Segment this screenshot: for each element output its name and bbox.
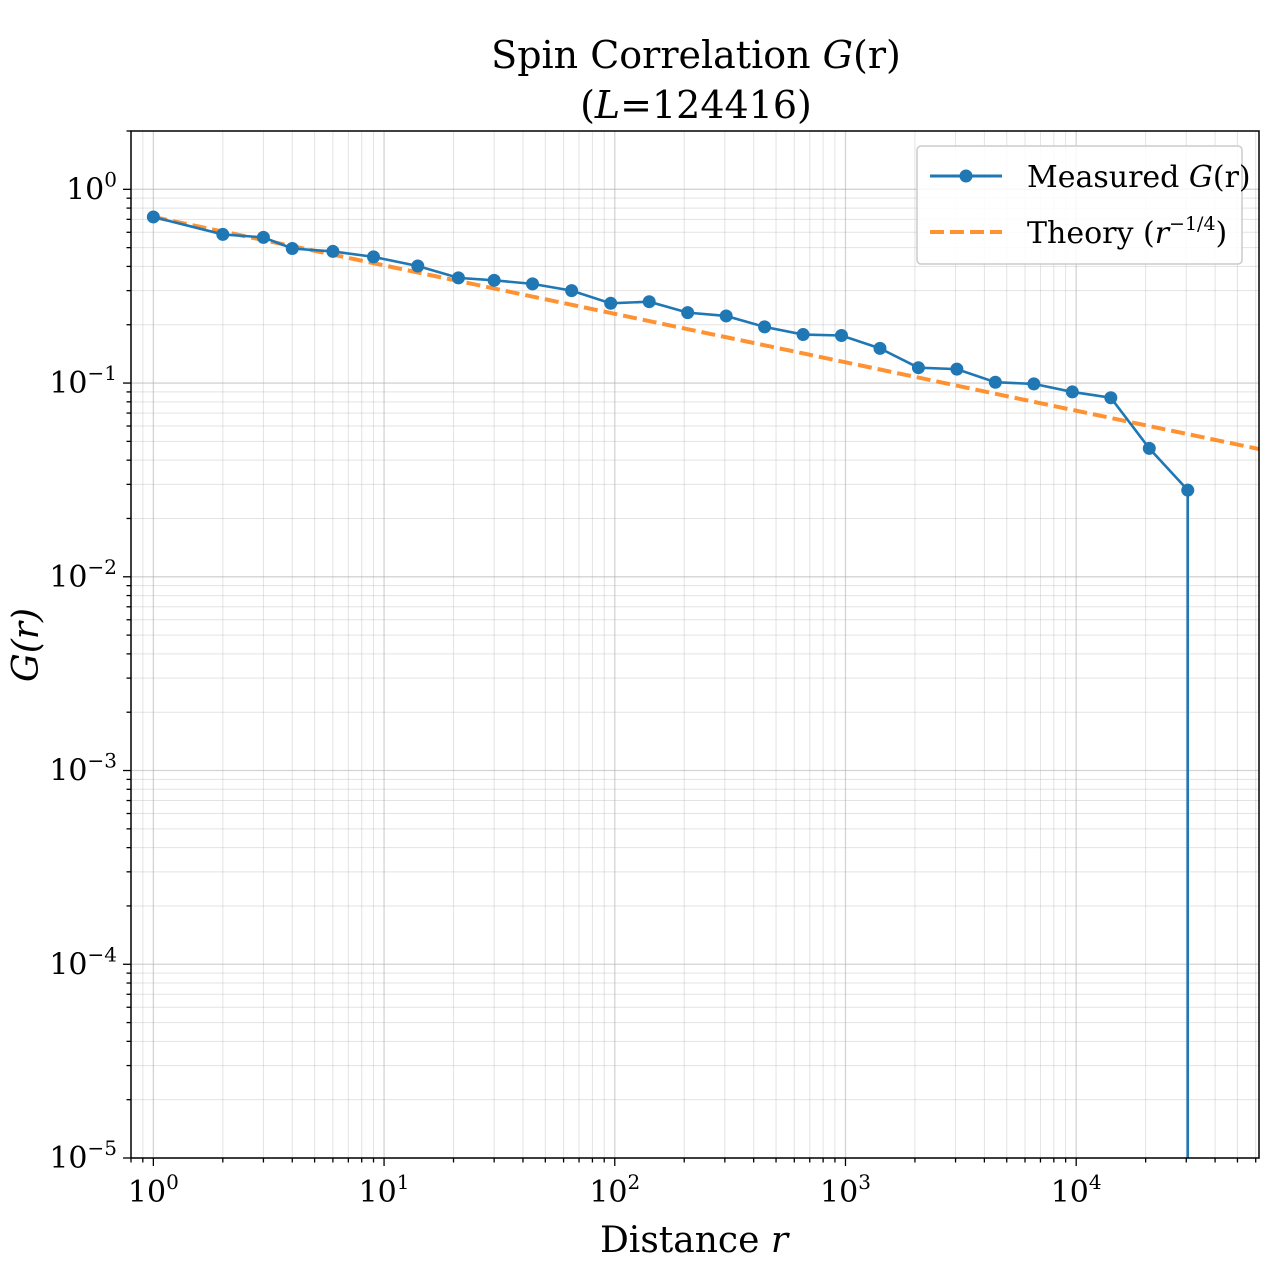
series-layer	[146, 210, 1259, 1158]
y-tick-label: 100	[66, 167, 117, 207]
measured-point	[681, 306, 695, 320]
measured-point	[451, 271, 465, 285]
measured-point	[604, 296, 618, 310]
legend-label-theory: Theory (r−1/4)	[1027, 213, 1227, 251]
measured-point	[146, 210, 160, 224]
measured-point	[487, 273, 501, 287]
x-axis-label: Distance r	[600, 1220, 790, 1261]
measured-point	[216, 227, 230, 241]
y-tick-label: 10−3	[49, 749, 117, 789]
measured-point	[1104, 391, 1118, 405]
measured-point	[1142, 441, 1156, 455]
y-axis-ticks: 10−5 10−4 10−3 10−2 10−1 100	[49, 130, 131, 1176]
plot-area: 100 101 102 103 104 10−5 10−4 10−3 10−2 10−1 100	[49, 130, 1260, 1210]
y-tick-label: 10−5	[49, 1136, 117, 1176]
x-axis-ticks: 100 101 102 103 104	[128, 1158, 1257, 1210]
chart-title-line1: Spin Correlation G(r)	[491, 33, 901, 77]
x-tick-label: 103	[820, 1170, 871, 1210]
measured-point	[1027, 377, 1041, 391]
measured-point	[256, 230, 270, 244]
y-tick-label: 10−2	[49, 555, 117, 595]
measured-point	[642, 295, 656, 309]
measured-point	[950, 362, 964, 376]
measured-point	[565, 284, 579, 298]
x-tick-label: 104	[1051, 1170, 1102, 1210]
y-tick-label: 10−1	[49, 361, 117, 401]
x-tick-label: 100	[128, 1170, 179, 1210]
measured-point	[1065, 385, 1079, 399]
measured-point	[911, 361, 925, 375]
x-tick-label: 101	[359, 1170, 410, 1210]
measured-point	[873, 341, 887, 355]
measured-point	[758, 320, 772, 334]
y-tick-label: 10−4	[49, 942, 117, 982]
measured-point	[285, 241, 299, 255]
y-axis-label: G(r)	[6, 608, 47, 682]
legend-label-measured: Measured G(r)	[1027, 160, 1251, 195]
axes-frame	[130, 130, 1260, 1159]
measured-point	[326, 244, 340, 258]
measured-point	[796, 328, 810, 342]
measured-point	[1181, 483, 1195, 497]
measured-point	[526, 277, 540, 291]
measured-point	[834, 328, 848, 342]
measured-point	[988, 375, 1002, 389]
legend: Measured G(r) Theory (r−1/4)	[916, 145, 1251, 265]
measured-line	[153, 215, 1190, 1158]
x-tick-label: 102	[589, 1170, 640, 1210]
chart-title-line2: (L=124416)	[580, 83, 812, 127]
grid-lines	[130, 130, 1259, 1159]
legend-marker-measured	[959, 169, 973, 183]
measured-point	[411, 259, 425, 273]
measured-point	[367, 250, 381, 264]
measured-point	[719, 309, 733, 323]
